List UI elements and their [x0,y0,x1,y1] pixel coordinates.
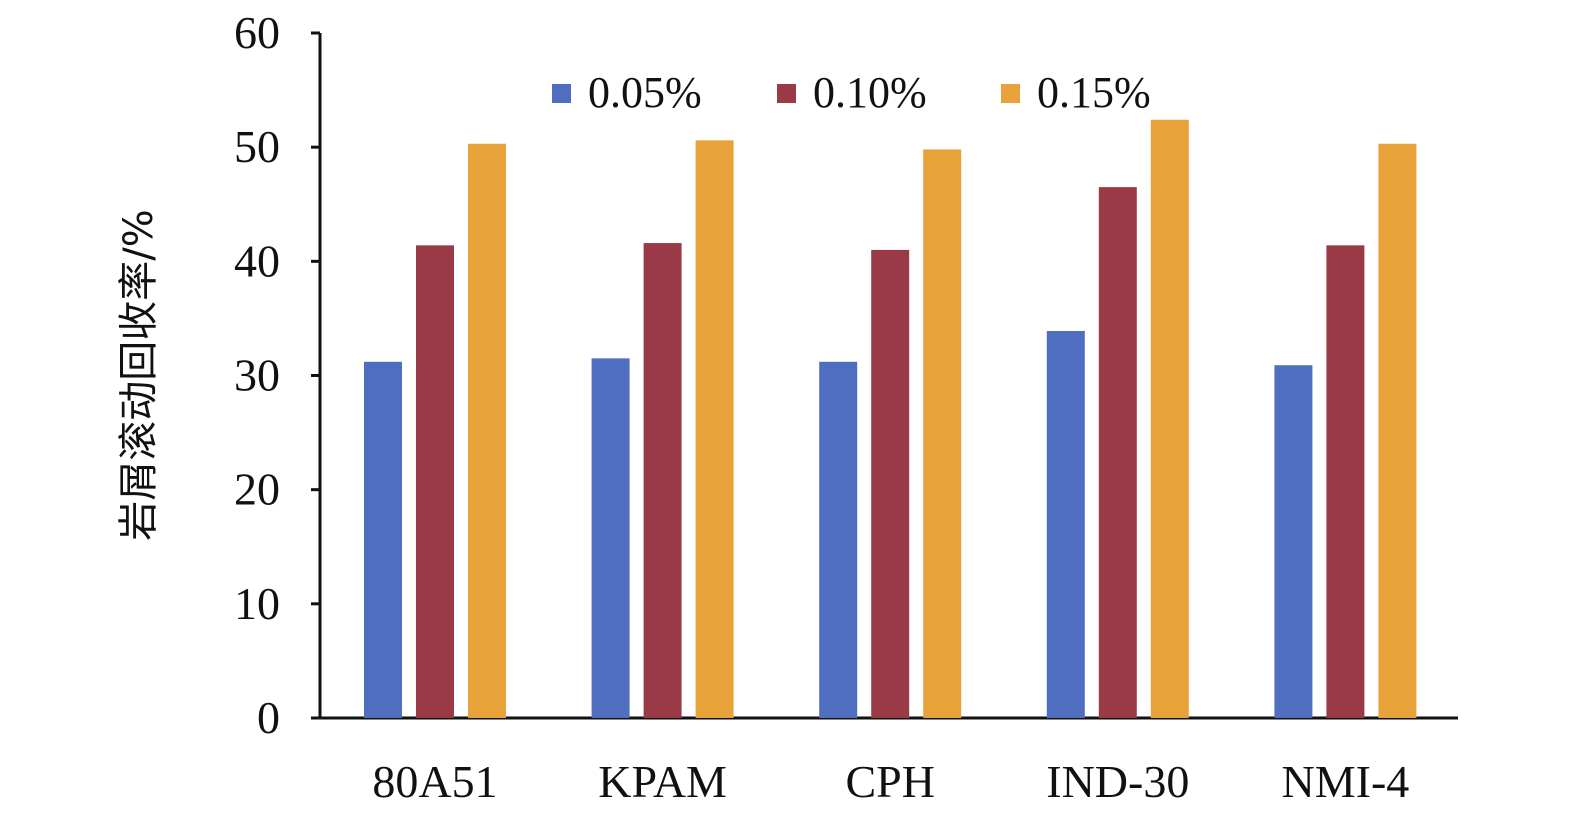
x-category-label: IND-30 [1046,756,1189,807]
x-category-label: CPH [845,756,934,807]
y-tick-label: 0 [257,692,280,743]
bar-CPH-0.05% [819,361,858,718]
bar-80A51-0.15% [468,143,506,718]
x-axis-categories: 80A51 KPAM CPH IND-30 NMI-4 [372,756,1409,807]
bar-KPAM-0.05% [591,358,630,718]
bar-CPH-0.15% [923,149,962,718]
x-category-label: KPAM [598,756,727,807]
y-axis-label: 岩屑滚动回收率/% [116,209,162,540]
bar-KPAM-0.15% [695,140,734,719]
bar-NMI-4-0.15% [1378,143,1417,718]
y-axis-ticks: 0 10 20 30 40 50 60 [234,7,320,743]
legend-swatch [1001,84,1020,103]
y-tick-label: 40 [234,235,280,286]
bar-NMI-4-0.10% [1326,245,1365,718]
bar-IND-30-0.05% [1046,330,1085,718]
y-tick-label: 50 [234,121,280,172]
bar-IND-30-0.15% [1150,119,1189,719]
bar-80A51-0.05% [364,361,402,718]
bars [364,119,1417,719]
y-tick-label: 20 [234,464,280,515]
y-tick-label: 10 [234,578,280,629]
y-tick-label: 30 [234,350,280,401]
x-category-label: 80A51 [372,756,497,807]
bar-80A51-0.10% [416,245,454,718]
bar-NMI-4-0.05% [1274,365,1313,718]
y-tick-label: 60 [234,7,280,58]
legend-label: 0.10% [813,68,927,117]
bar-IND-30-0.10% [1098,187,1137,718]
x-category-label: NMI-4 [1282,756,1410,807]
legend-swatch [777,84,796,103]
legend-label: 0.15% [1037,68,1151,117]
legend: 0.05% 0.10% 0.15% [552,68,1151,117]
bar-KPAM-0.10% [643,243,682,719]
legend-swatch [552,84,571,103]
bar-CPH-0.10% [871,249,910,718]
legend-label: 0.05% [588,68,702,117]
